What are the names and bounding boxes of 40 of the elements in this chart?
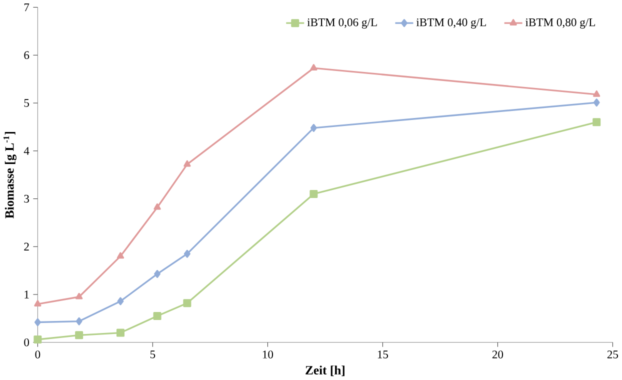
legend-label: iBTM 0,40 g/L	[416, 18, 486, 29]
y-tick-label: 2	[24, 243, 29, 251]
point	[34, 336, 42, 344]
point	[593, 98, 600, 107]
legend-label: iBTM 0,06 g/L	[307, 18, 377, 29]
point	[592, 118, 601, 126]
y-tick-label: 1	[24, 290, 29, 299]
x-tick-label: 15	[378, 350, 388, 359]
point	[184, 160, 191, 167]
point	[75, 331, 84, 340]
point	[310, 124, 317, 132]
x-tick-label: 25	[607, 350, 618, 359]
point	[116, 328, 124, 337]
y-tick-label: 5	[24, 99, 30, 108]
point	[310, 190, 318, 198]
point	[76, 318, 82, 326]
point	[593, 90, 600, 98]
point	[116, 252, 124, 259]
y-axis-title: Biomasse [g L$^{-1}$]	[4, 132, 16, 219]
y-tick-label: 7	[24, 4, 30, 12]
point	[153, 312, 162, 320]
point	[183, 299, 192, 308]
y-tick-label: 0	[24, 338, 30, 346]
x-axis-title: Zeit [h]	[306, 366, 344, 376]
x-tick-label: 10	[262, 350, 274, 359]
legend-label: iBTM 0,80 g/L	[525, 18, 596, 29]
x-tick-label: 20	[492, 350, 504, 359]
point	[154, 270, 160, 278]
y-tick-label: 6	[24, 51, 30, 60]
point	[117, 297, 124, 306]
x-tick-label: 0	[35, 350, 40, 359]
point	[184, 250, 190, 258]
point	[76, 293, 83, 300]
y-tick-label: 3	[24, 195, 30, 203]
point	[154, 204, 161, 210]
point	[310, 64, 318, 71]
x-tick-label: 5	[150, 350, 156, 358]
point	[34, 300, 42, 307]
point	[34, 318, 41, 326]
y-tick-label: 4	[24, 147, 30, 155]
